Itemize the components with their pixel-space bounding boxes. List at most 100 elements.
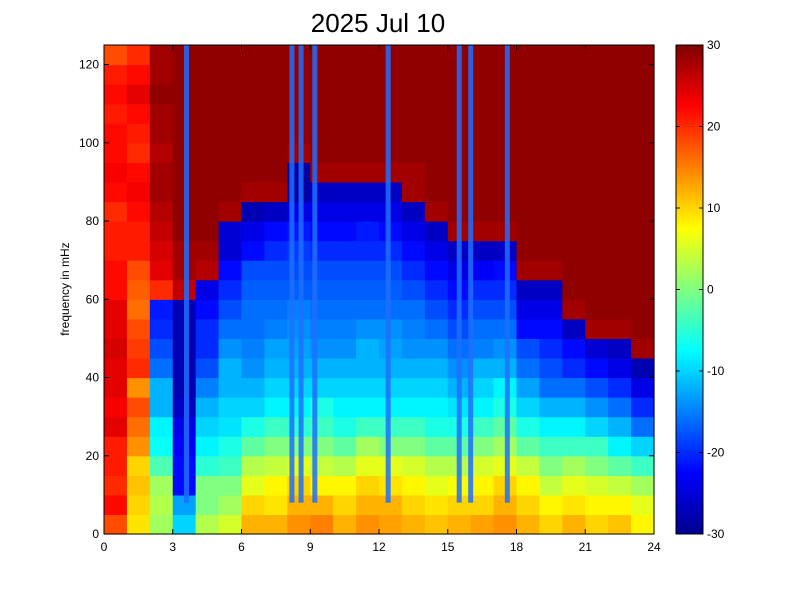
heatmap-cell [401, 84, 426, 105]
heatmap-cell [562, 84, 586, 105]
heatmap-cell [126, 45, 151, 66]
heatmap-cell [356, 455, 380, 476]
heatmap-cell [470, 181, 495, 203]
heatmap-cell [631, 475, 655, 496]
heatmap-cell [424, 45, 449, 66]
heatmap-cell [241, 181, 266, 203]
heatmap-cell [104, 240, 128, 261]
heatmap-cell [333, 514, 357, 535]
heatmap-cell [562, 416, 586, 437]
heatmap-cell [333, 338, 357, 359]
heatmap-cell [218, 377, 243, 398]
heatmap-cell [264, 494, 288, 516]
heatmap-cell [585, 299, 609, 320]
heatmap-cell [356, 416, 380, 437]
heatmap-cell [149, 162, 174, 183]
heatmap-cell [379, 181, 403, 203]
heatmap-cell [562, 455, 586, 476]
heatmap-cell [126, 142, 151, 163]
heatmap-cell [195, 64, 220, 85]
heatmap-cell [401, 475, 426, 496]
heatmap-cell [149, 455, 174, 476]
heatmap-cell [470, 416, 495, 437]
x-tick-label: 21 [579, 540, 593, 554]
heatmap-cell [424, 318, 449, 339]
heatmap-cell [264, 318, 288, 339]
heatmap-cell [401, 45, 426, 66]
heatmap-cell [356, 338, 380, 359]
heatmap-cell [470, 260, 495, 281]
y-tick-label: 120 [79, 58, 99, 72]
heatmap-cell [493, 514, 518, 535]
heatmap-cell [379, 123, 403, 144]
heatmap-cell [401, 162, 426, 183]
heatmap-cell [585, 221, 609, 242]
heatmap-cell [333, 318, 357, 339]
heatmap-cell [401, 103, 426, 124]
heatmap-cell [562, 64, 586, 85]
heatmap-cell [195, 318, 220, 339]
heatmap-cell [218, 64, 243, 85]
heatmap-cell [608, 84, 632, 105]
x-tick-label: 18 [510, 540, 524, 554]
heatmap-cell [585, 240, 609, 261]
heatmap-cell [264, 455, 288, 476]
heatmap-cell [424, 299, 449, 320]
heatmap-cell [631, 416, 655, 437]
heatmap-cell [379, 357, 403, 379]
heatmap-cell [585, 455, 609, 476]
heatmap-cell [379, 475, 403, 496]
heatmap-cell [424, 64, 449, 85]
heatmap-cell [379, 221, 403, 242]
heatmap-cell [539, 514, 563, 535]
heatmap-cell [608, 494, 632, 516]
heatmap-cell [149, 103, 174, 124]
heatmap-cell [241, 514, 266, 535]
heatmap-cell [585, 201, 609, 222]
heatmap-cell [608, 436, 632, 457]
heatmap-cell [149, 397, 174, 418]
heatmap-cell [241, 162, 266, 183]
heatmap-cell [264, 416, 288, 437]
heatmap-cell [608, 142, 632, 163]
heatmap-cell [218, 494, 243, 516]
colorbar-tick-label: -10 [707, 364, 725, 378]
vertical-streak [184, 45, 189, 503]
heatmap-cell [516, 299, 541, 320]
heatmap-cell [149, 338, 174, 359]
heatmap-cell [424, 123, 449, 144]
heatmap-cell [539, 455, 563, 476]
heatmap-cell [401, 514, 426, 535]
heatmap-cell [401, 240, 426, 261]
heatmap-cell [562, 318, 586, 339]
heatmap-cell [356, 514, 380, 535]
heatmap-cell [104, 103, 128, 124]
heatmap-cell [631, 494, 655, 516]
heatmap-cell [104, 357, 128, 379]
heatmap-cell [264, 436, 288, 457]
heatmap-cell [195, 123, 220, 144]
vertical-streak [289, 45, 295, 503]
heatmap-cell [470, 221, 495, 242]
heatmap-cell [470, 123, 495, 144]
heatmap-cell [241, 279, 266, 300]
heatmap-cell [379, 397, 403, 418]
heatmap-cell [631, 201, 655, 222]
heatmap-cell [356, 260, 380, 281]
heatmap-cell [126, 377, 151, 398]
heatmap-cell [104, 377, 128, 398]
heatmap-cell [333, 162, 357, 183]
heatmap-cell [333, 260, 357, 281]
vertical-streak [456, 45, 462, 503]
heatmap-cell [401, 64, 426, 85]
heatmap-cell [379, 436, 403, 457]
heatmap-cell [516, 123, 541, 144]
heatmap-cell [379, 338, 403, 359]
heatmap-cell [218, 103, 243, 124]
heatmap-cell [585, 514, 609, 535]
heatmap-cell [356, 123, 380, 144]
heatmap-cell [356, 475, 380, 496]
heatmap-cell [470, 377, 495, 398]
heatmap-cell [631, 318, 655, 339]
heatmap-cell [608, 221, 632, 242]
